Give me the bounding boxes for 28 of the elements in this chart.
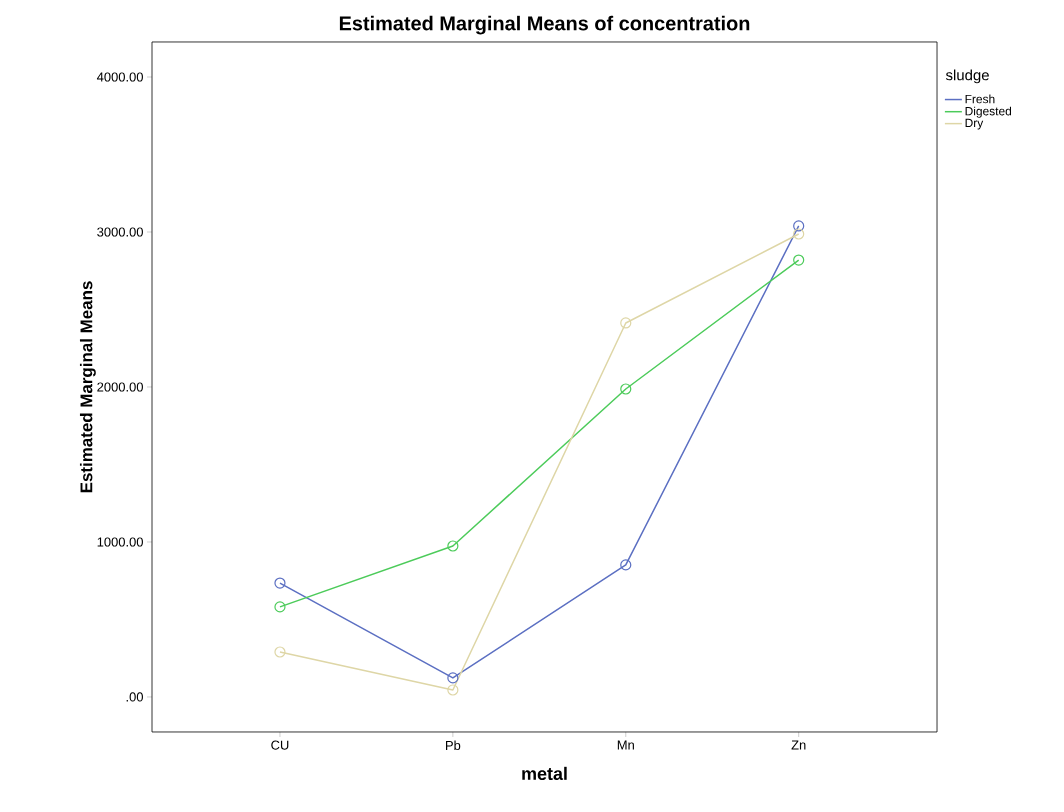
chart-title: Estimated Marginal Means of concentration xyxy=(339,15,750,35)
point xyxy=(274,646,286,658)
y-axis-title: Estimated Marginal Means xyxy=(79,281,96,493)
point xyxy=(620,317,632,329)
legend-label: Digested xyxy=(965,106,1012,118)
point xyxy=(793,228,805,240)
legend-title: sludge xyxy=(945,69,989,84)
x-tick-label: CU xyxy=(271,740,289,750)
y-tick-label: 3000.00 xyxy=(97,227,143,237)
point xyxy=(274,577,286,589)
point xyxy=(447,540,459,552)
y-tick-label: 4000.00 xyxy=(96,72,143,82)
point xyxy=(620,559,632,571)
legend-label: Fresh xyxy=(965,94,995,104)
x-tick-label: Mn xyxy=(617,740,634,750)
x-tick-label: Zn xyxy=(791,740,806,750)
point xyxy=(793,220,805,232)
y-tick-label: 1000.00 xyxy=(97,537,143,547)
point xyxy=(274,601,286,613)
x-tick-label: Pb xyxy=(446,740,461,751)
point xyxy=(447,672,459,684)
point xyxy=(793,254,805,266)
point xyxy=(620,383,632,395)
point xyxy=(447,684,459,696)
y-tick-label: .00 xyxy=(126,692,143,702)
legend-label: Dry xyxy=(965,118,984,130)
x-axis-title: metal xyxy=(522,766,567,780)
y-tick-label: 2000.00 xyxy=(97,382,143,392)
